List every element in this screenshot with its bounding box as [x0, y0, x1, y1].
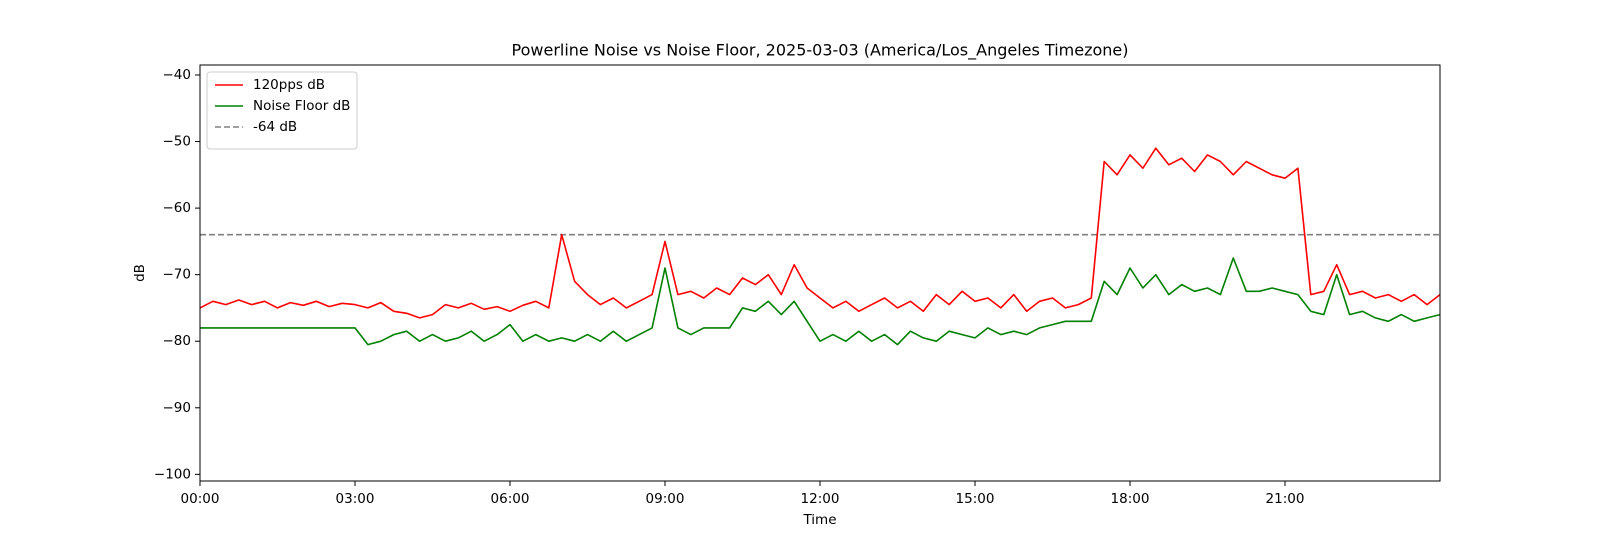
y-tick-label: −60: [163, 200, 192, 216]
chart-title: Powerline Noise vs Noise Floor, 2025-03-…: [512, 41, 1129, 61]
x-tick-label: 15:00: [956, 491, 995, 507]
series-line: [200, 257, 1441, 346]
legend-label: -64 dB: [253, 119, 297, 135]
x-tick-label: 00:00: [181, 491, 220, 507]
x-tick-label: 21:00: [1266, 491, 1305, 507]
y-tick-label: −50: [163, 134, 192, 150]
y-tick-label: −40: [163, 67, 192, 83]
x-tick-label: 12:00: [801, 491, 840, 507]
y-axis-label: dB: [132, 264, 148, 282]
x-tick-label: 03:00: [336, 491, 375, 507]
series-line: [199, 147, 1441, 319]
x-tick-label: 09:00: [646, 491, 685, 507]
y-tick-label: −70: [163, 267, 192, 283]
x-tick-label: 06:00: [491, 491, 530, 507]
plot-frame: [199, 64, 1441, 482]
legend-label: Noise Floor dB: [253, 98, 350, 114]
y-tick-label: −80: [163, 333, 192, 349]
x-axis-label: Time: [802, 512, 836, 528]
legend-label: 120pps dB: [253, 77, 325, 93]
y-tick-label: −90: [163, 400, 192, 416]
y-tick-label: −100: [154, 466, 191, 482]
x-tick-label: 18:00: [1111, 491, 1150, 507]
legend-box: [206, 71, 358, 150]
